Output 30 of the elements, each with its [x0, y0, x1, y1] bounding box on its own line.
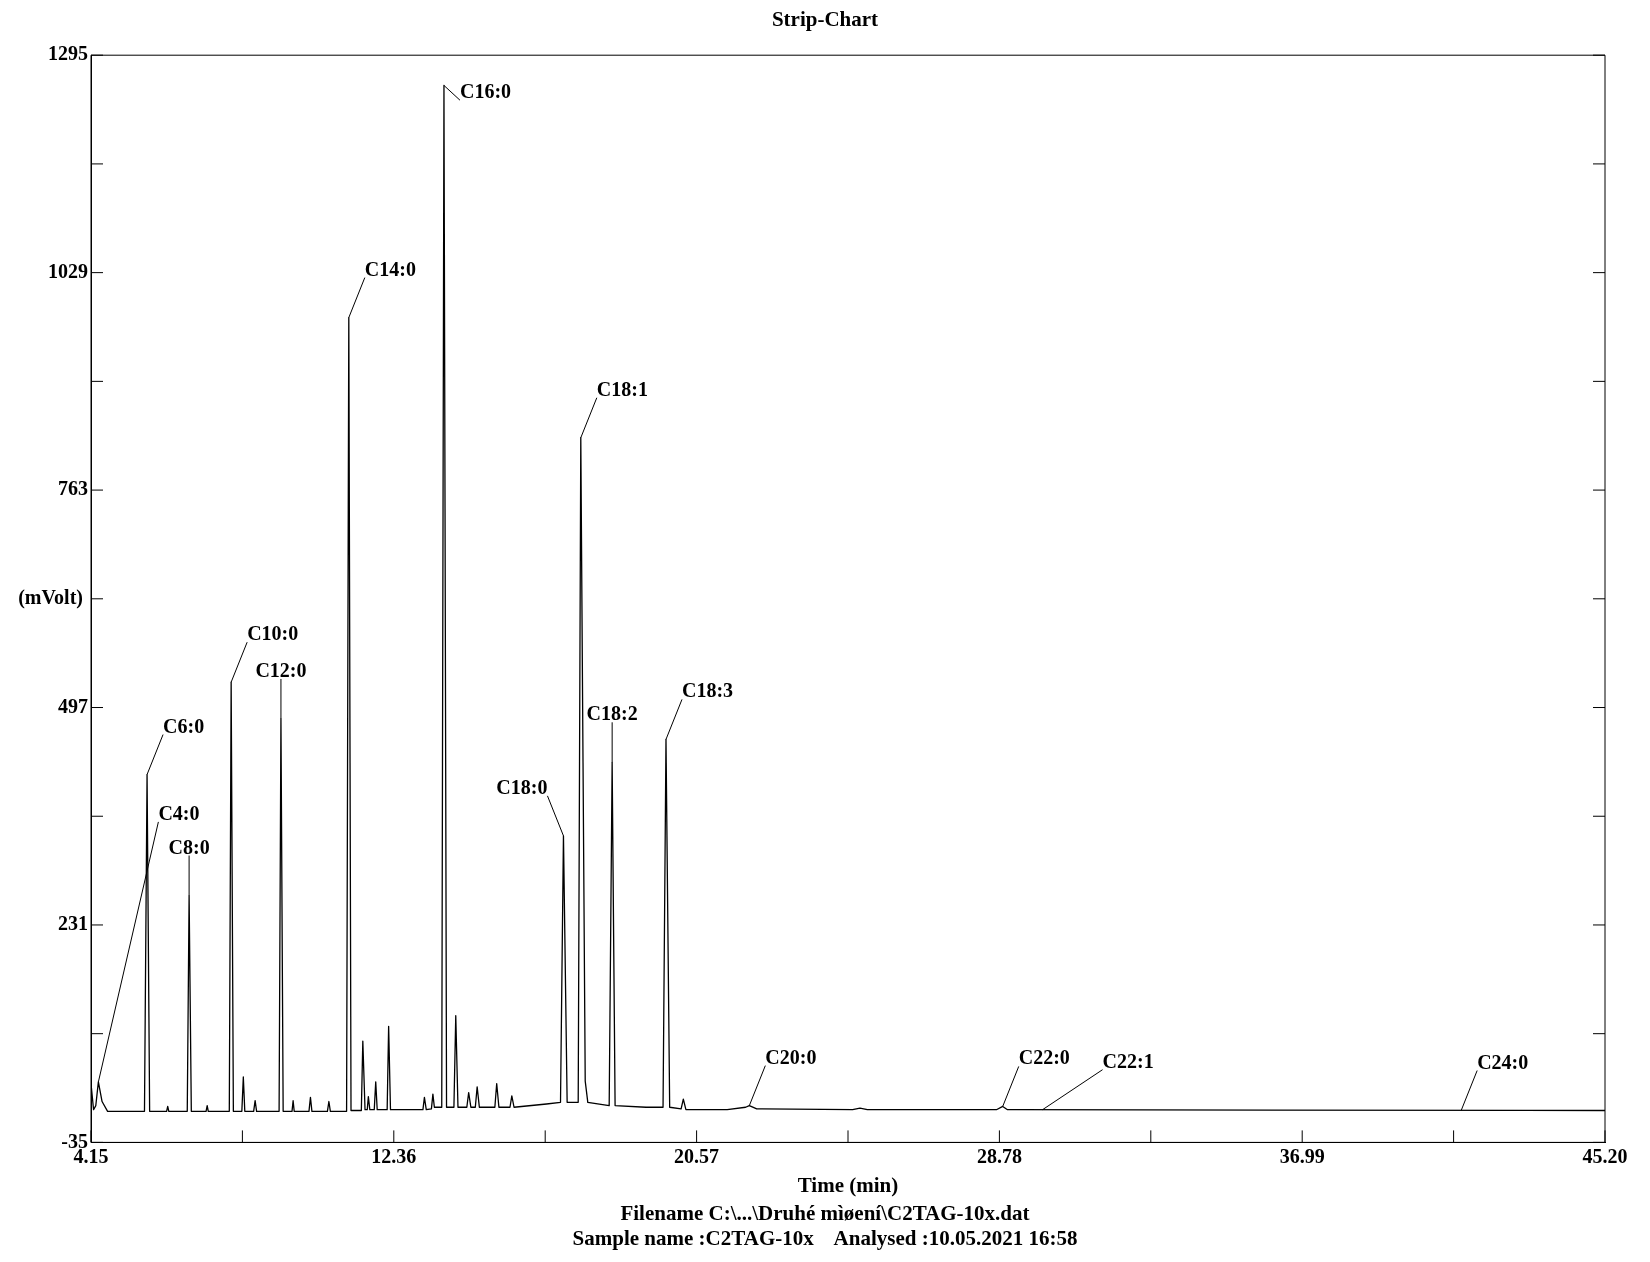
annotation: C18:0	[496, 775, 548, 798]
annotation: C8:0	[168, 835, 210, 858]
y-tick-label: 1029	[48, 259, 88, 282]
annotation: C22:0	[1018, 1046, 1070, 1069]
annotation: C12:0	[255, 658, 307, 681]
text: Filename C:\...\Druhé mìøení\C2TAG-10x.dat	[620, 1200, 1030, 1225]
annotation: C18:3	[681, 679, 734, 702]
annotation: C22:1	[1102, 1049, 1154, 1072]
y-tick-label: 763	[58, 477, 88, 500]
annotation: C20:0	[765, 1045, 817, 1068]
y-tick-label: 231	[58, 912, 88, 935]
y-tick-label: 1295	[48, 42, 88, 65]
annotation: C18:1	[596, 377, 648, 400]
x-tick-label: 36.99	[1279, 1144, 1325, 1167]
x-tick-label: 45.20	[1582, 1144, 1628, 1167]
x-tick-label: 12.36	[371, 1144, 417, 1167]
x-tick-label: 28.78	[976, 1144, 1022, 1167]
y-axis-title: (mVolt)	[18, 585, 83, 609]
x-axis-title: Time (min)	[797, 1173, 899, 1198]
annotation: C16:0	[459, 80, 512, 103]
x-tick-label: 20.57	[674, 1144, 720, 1167]
annotation: C4:0	[158, 801, 200, 824]
annotation: C10:0	[247, 622, 299, 645]
annotation: C18:2	[586, 702, 638, 725]
annotation: C6:0	[163, 714, 205, 737]
y-tick-label: 497	[58, 694, 88, 717]
text: Sample name :C2TAG-10x Analysed :10.05.2021 16:58	[572, 1225, 1078, 1250]
chart-title: Strip-Chart	[771, 7, 879, 32]
annotation: C24:0	[1477, 1050, 1529, 1073]
annotation: C14:0	[364, 257, 416, 280]
